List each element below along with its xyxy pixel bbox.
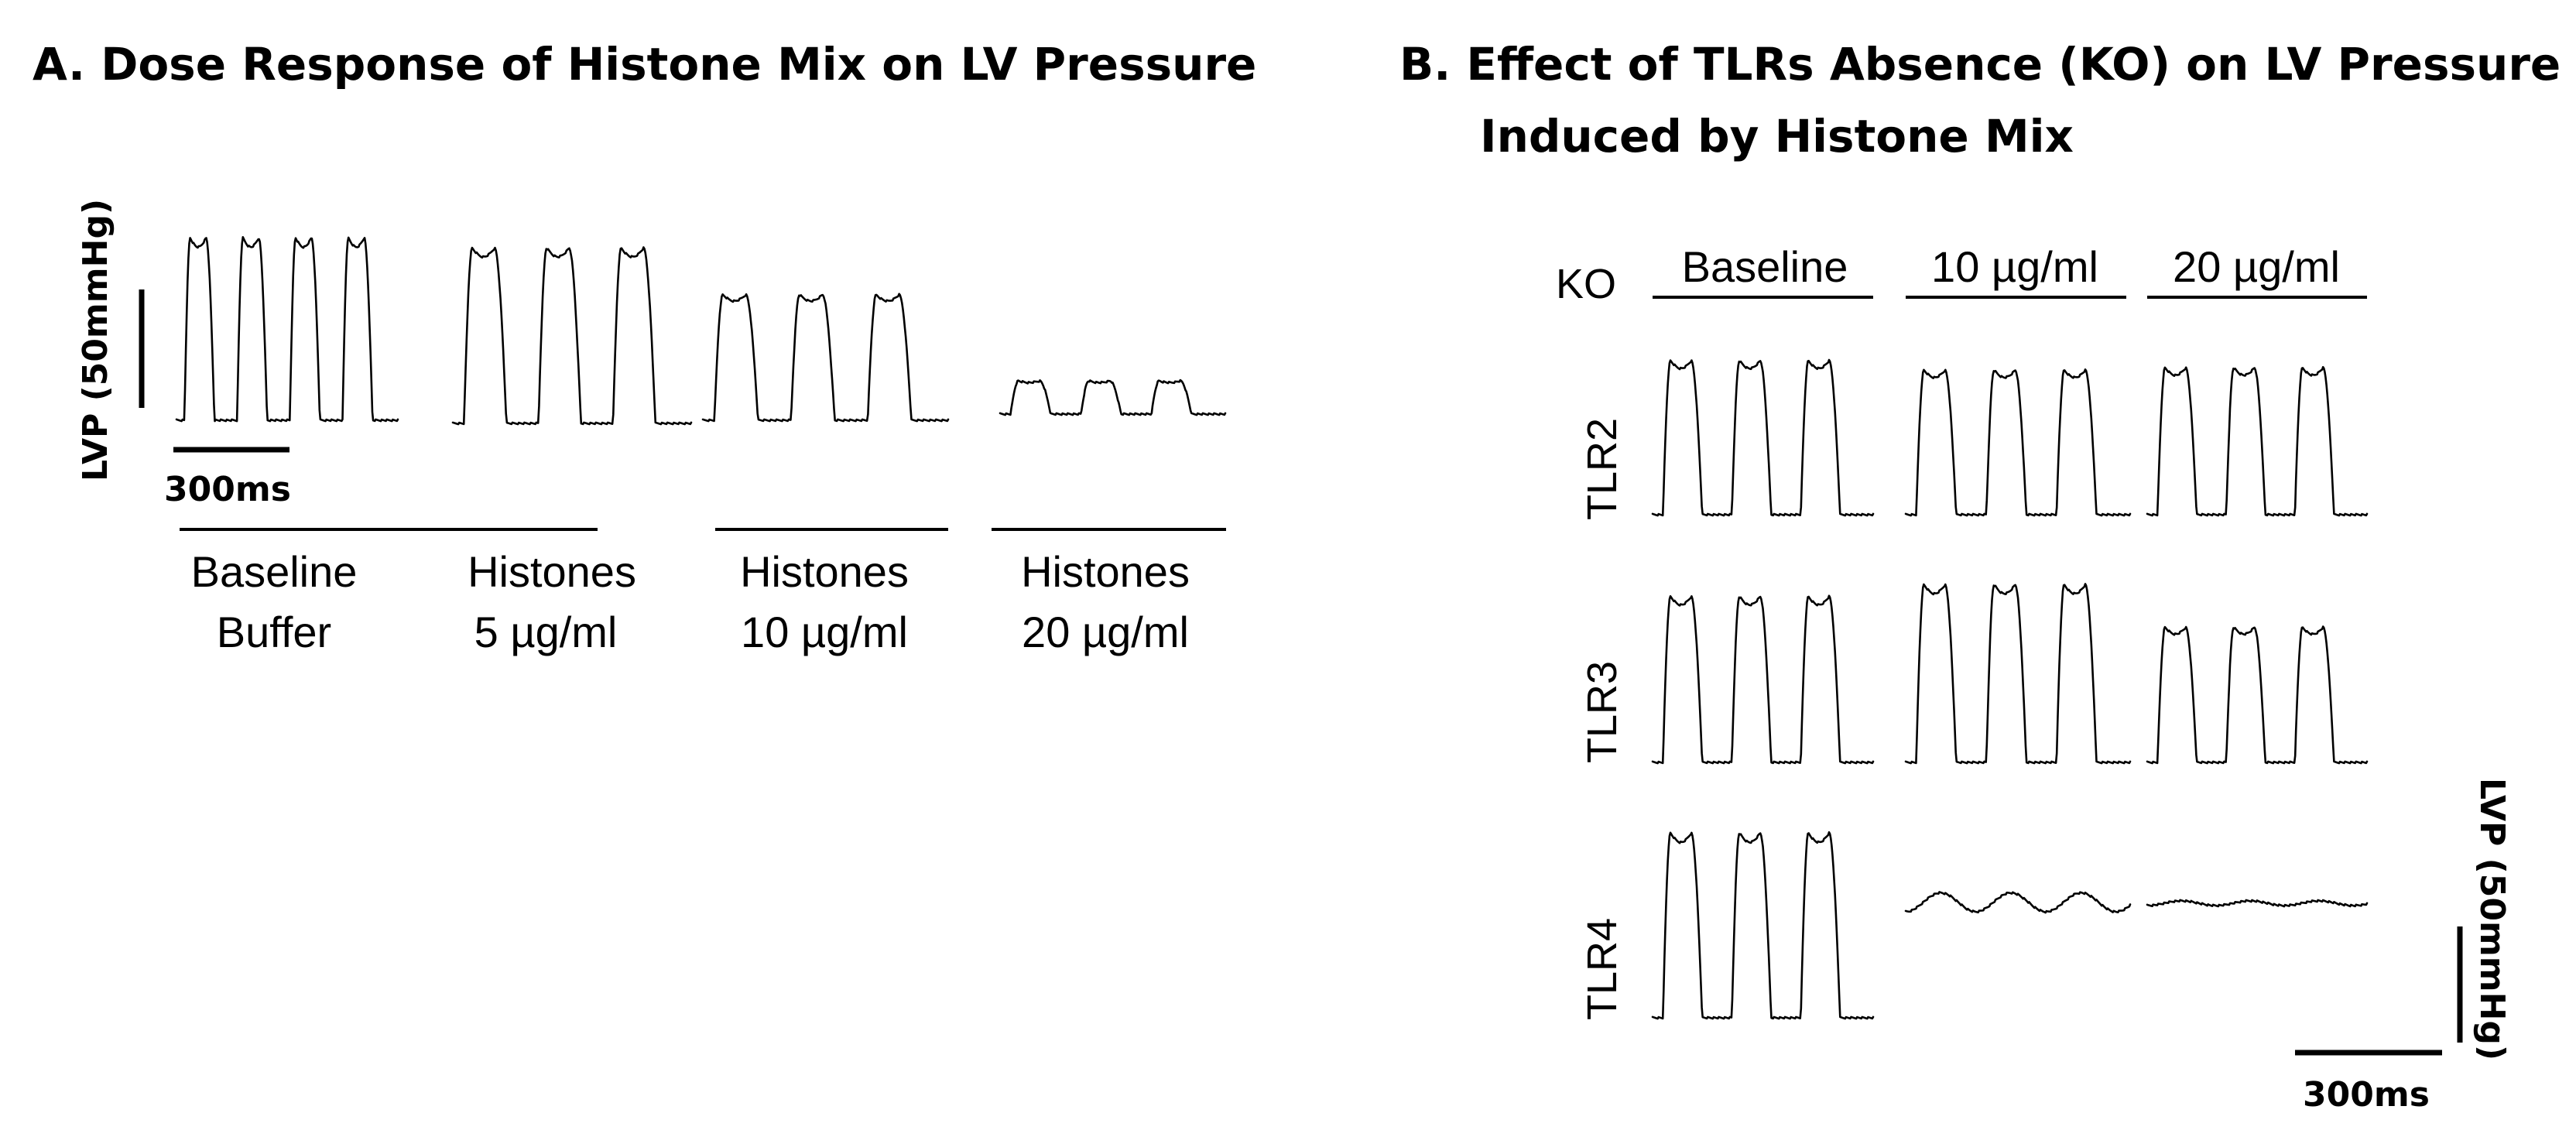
group-label-histones10-1: Histones: [740, 547, 909, 596]
trace-tlr3-baseline: [1651, 594, 1875, 765]
trace-tlr2-10: [1904, 368, 2132, 517]
column-label-10: 10 µg/ml: [1931, 242, 2098, 291]
trace-histones-20: [999, 378, 1227, 416]
group-label-histones5-1: Histones: [468, 547, 636, 596]
trace-tlr4-10: [1904, 891, 2132, 914]
trace-histones-5: [451, 246, 693, 426]
group-label-histones20-1: Histones: [1021, 547, 1190, 596]
panel-a: A. Dose Response of Histone Mix on LV Pr…: [33, 38, 1256, 656]
panel-b: B. Effect of TLRs Absence (KO) on LV Pre…: [1399, 38, 2561, 1115]
group-label-baseline-2: Buffer: [217, 608, 331, 656]
trace-tlr2-20: [2146, 365, 2369, 517]
column-label-20: 20 µg/ml: [2173, 242, 2340, 291]
panel-b-title-line1: B. Effect of TLRs Absence (KO) on LV Pre…: [1399, 38, 2561, 91]
group-label-histones5-2: 5 µg/ml: [474, 608, 618, 656]
trace-histones-10: [701, 293, 950, 423]
trace-tlr2-baseline: [1651, 358, 1875, 517]
row-label-tlr2: TLR2: [1579, 418, 1625, 520]
group-label-histones10-2: 10 µg/ml: [741, 608, 908, 656]
group-label-baseline-1: Baseline: [191, 547, 358, 596]
column-label-baseline: Baseline: [1682, 242, 1848, 291]
panel-b-x-scale-label: 300ms: [2303, 1075, 2430, 1115]
row-label-tlr3: TLR3: [1579, 661, 1625, 763]
panel-b-title-line2: Induced by Histone Mix: [1480, 110, 2074, 163]
trace-tlr4-20: [2146, 899, 2369, 908]
row-label-tlr4: TLR4: [1579, 918, 1625, 1020]
trace-tlr3-20: [2146, 625, 2369, 765]
trace-tlr4-baseline: [1651, 830, 1875, 1020]
panel-a-x-scale-label: 300ms: [164, 470, 291, 509]
panel-a-y-scale-label: LVP (50mmHg): [76, 199, 115, 481]
trace-tlr3-10: [1904, 583, 2132, 765]
trace-baseline-buffer: [175, 236, 399, 423]
panel-a-title: A. Dose Response of Histone Mix on LV Pr…: [33, 38, 1256, 91]
group-label-histones20-2: 20 µg/ml: [1022, 608, 1189, 656]
ko-label: KO: [1556, 261, 1616, 307]
panel-b-y-scale-label: LVP (50mmHg): [2472, 778, 2512, 1060]
